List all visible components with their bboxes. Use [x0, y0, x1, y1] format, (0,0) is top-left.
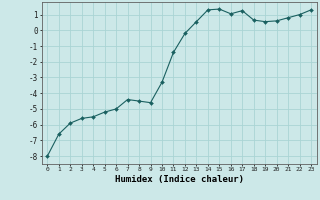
X-axis label: Humidex (Indice chaleur): Humidex (Indice chaleur) [115, 175, 244, 184]
